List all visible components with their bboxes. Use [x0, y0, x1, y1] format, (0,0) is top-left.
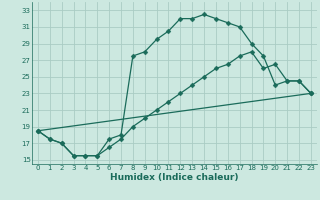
- X-axis label: Humidex (Indice chaleur): Humidex (Indice chaleur): [110, 173, 239, 182]
